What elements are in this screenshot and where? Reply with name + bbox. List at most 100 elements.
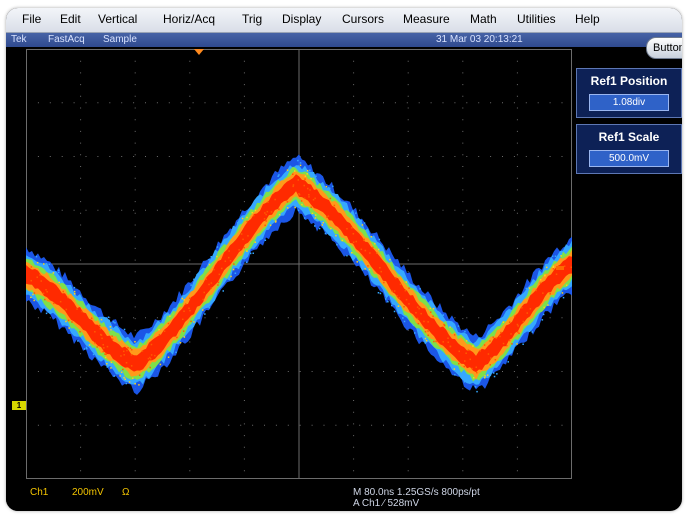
trace-noise-dot <box>308 196 310 198</box>
trace-noise-dot <box>405 298 408 301</box>
trace-noise-dot <box>265 220 267 222</box>
trace-noise-dot <box>141 350 144 352</box>
ch1-ground-marker[interactable]: 1 <box>12 401 26 410</box>
trace-noise-dot <box>269 224 272 226</box>
trace-noise-dot <box>234 272 237 274</box>
trace-noise-dot <box>175 351 177 354</box>
trigger-readout[interactable]: A Ch1 ⁄ 528mV <box>353 498 420 509</box>
trace-noise-dot <box>506 344 508 347</box>
trace-noise-dot <box>190 320 192 323</box>
trace-noise-dot <box>369 252 371 254</box>
trace-noise-dot <box>433 340 435 343</box>
trace-noise-dot <box>120 355 122 357</box>
trace-noise-dot <box>471 367 473 370</box>
trace-noise-dot <box>314 225 316 227</box>
trace-noise-dot <box>396 295 398 297</box>
trace-noise-dot <box>378 238 381 241</box>
trace-noise-dot <box>552 265 555 268</box>
trace-noise-dot <box>511 343 513 345</box>
trace-noise-dot <box>467 349 470 351</box>
menu-display[interactable]: Display <box>282 12 322 26</box>
trace-noise-dot <box>102 344 104 346</box>
trace-noise-dot <box>420 312 422 315</box>
trace-noise-dot <box>454 374 456 376</box>
trace-noise-dot <box>465 352 467 354</box>
ref1-scale-panel[interactable]: Ref1 Scale 500.0mV <box>576 124 682 174</box>
trace-noise-dot <box>472 345 474 347</box>
menu-cursors[interactable]: Cursors <box>342 12 385 26</box>
trace-noise-dot <box>110 361 113 364</box>
trace-noise-dot <box>391 304 393 307</box>
trace-noise-dot <box>264 212 266 214</box>
trace-noise-dot <box>208 307 211 309</box>
trace-noise-dot <box>30 266 33 268</box>
trace-noise-dot <box>111 335 113 337</box>
timebase-readout[interactable]: M 80.0ns 1.25GS/s 800ps/pt <box>353 487 480 498</box>
trace-noise-dot <box>33 292 36 294</box>
status-bar: Tek FastAcq Sample 31 Mar 03 20:13:21 <box>6 33 682 47</box>
ref1-position-title: Ref1 Position <box>590 74 668 88</box>
trace-noise-dot <box>110 367 112 369</box>
trace-noise-dot <box>476 390 478 393</box>
trace-noise-dot <box>108 319 110 322</box>
trace-noise-dot <box>57 271 60 274</box>
trace-noise-dot <box>124 378 126 380</box>
trace-noise-dot <box>502 342 505 345</box>
trace-noise-dot <box>154 354 156 357</box>
channel-label[interactable]: Ch1 <box>30 487 49 498</box>
trace-noise-dot <box>242 238 244 241</box>
menu-measure[interactable]: Measure <box>403 12 450 26</box>
buttons-button[interactable]: Buttons <box>646 37 682 59</box>
trace-noise-dot <box>158 328 160 331</box>
trace-noise-dot <box>458 350 460 353</box>
trace-noise-dot <box>464 360 466 362</box>
menu-trig[interactable]: Trig <box>242 12 263 26</box>
trace-noise-dot <box>495 337 497 339</box>
trace-noise-dot <box>216 246 219 248</box>
trace-noise-dot <box>493 372 495 374</box>
trace-noise-dot <box>277 175 279 177</box>
trace-noise-dot <box>85 346 88 349</box>
menu-math[interactable]: Math <box>470 12 497 26</box>
trace-noise-dot <box>541 319 544 321</box>
trace-noise-dot <box>552 266 554 269</box>
trace-noise-dot <box>418 307 420 310</box>
ref1-position-value[interactable]: 1.08div <box>589 94 669 111</box>
graticule-display <box>26 49 572 479</box>
trace-noise-dot <box>502 321 505 323</box>
trace-noise-dot <box>163 330 166 332</box>
ref1-scale-value[interactable]: 500.0mV <box>589 150 669 167</box>
trace-noise-dot <box>367 265 369 267</box>
menu-file[interactable]: File <box>22 12 42 26</box>
trace-noise-dot <box>228 256 230 259</box>
trace-noise-dot <box>374 242 376 245</box>
menu-utilities[interactable]: Utilities <box>517 12 556 26</box>
menu-help[interactable]: Help <box>575 12 600 26</box>
trace-noise-dot <box>246 216 248 219</box>
trace-noise-dot <box>449 345 452 348</box>
trace-noise-dot <box>377 292 380 294</box>
trace-noise-dot <box>103 347 105 349</box>
ref1-position-panel[interactable]: Ref1 Position 1.08div <box>576 68 682 118</box>
trace-noise-dot <box>508 321 511 323</box>
trace-noise-dot <box>521 307 523 309</box>
menu-horiz-acq[interactable]: Horiz/Acq <box>163 12 216 26</box>
trace-noise-dot <box>425 339 428 342</box>
trace-noise-dot <box>58 281 60 284</box>
trace-noise-dot <box>326 216 328 218</box>
trace-noise-dot <box>469 358 471 361</box>
trace-noise-dot <box>247 235 249 237</box>
acquisition-mode-label: FastAcq <box>48 34 85 45</box>
trace-noise-dot <box>292 185 294 188</box>
ref1-scale-title: Ref1 Scale <box>598 130 660 144</box>
trace-noise-dot <box>306 169 309 172</box>
trace-noise-dot <box>147 357 150 360</box>
trace-noise-dot <box>385 298 387 300</box>
channel-scale[interactable]: 200mV <box>72 487 104 498</box>
trace-noise-dot <box>88 344 91 346</box>
trace-noise-dot <box>518 332 520 335</box>
menu-edit[interactable]: Edit <box>60 12 81 26</box>
menu-vertical[interactable]: Vertical <box>98 12 138 26</box>
trace-noise-dot <box>464 330 466 333</box>
trace-noise-dot <box>510 333 512 335</box>
